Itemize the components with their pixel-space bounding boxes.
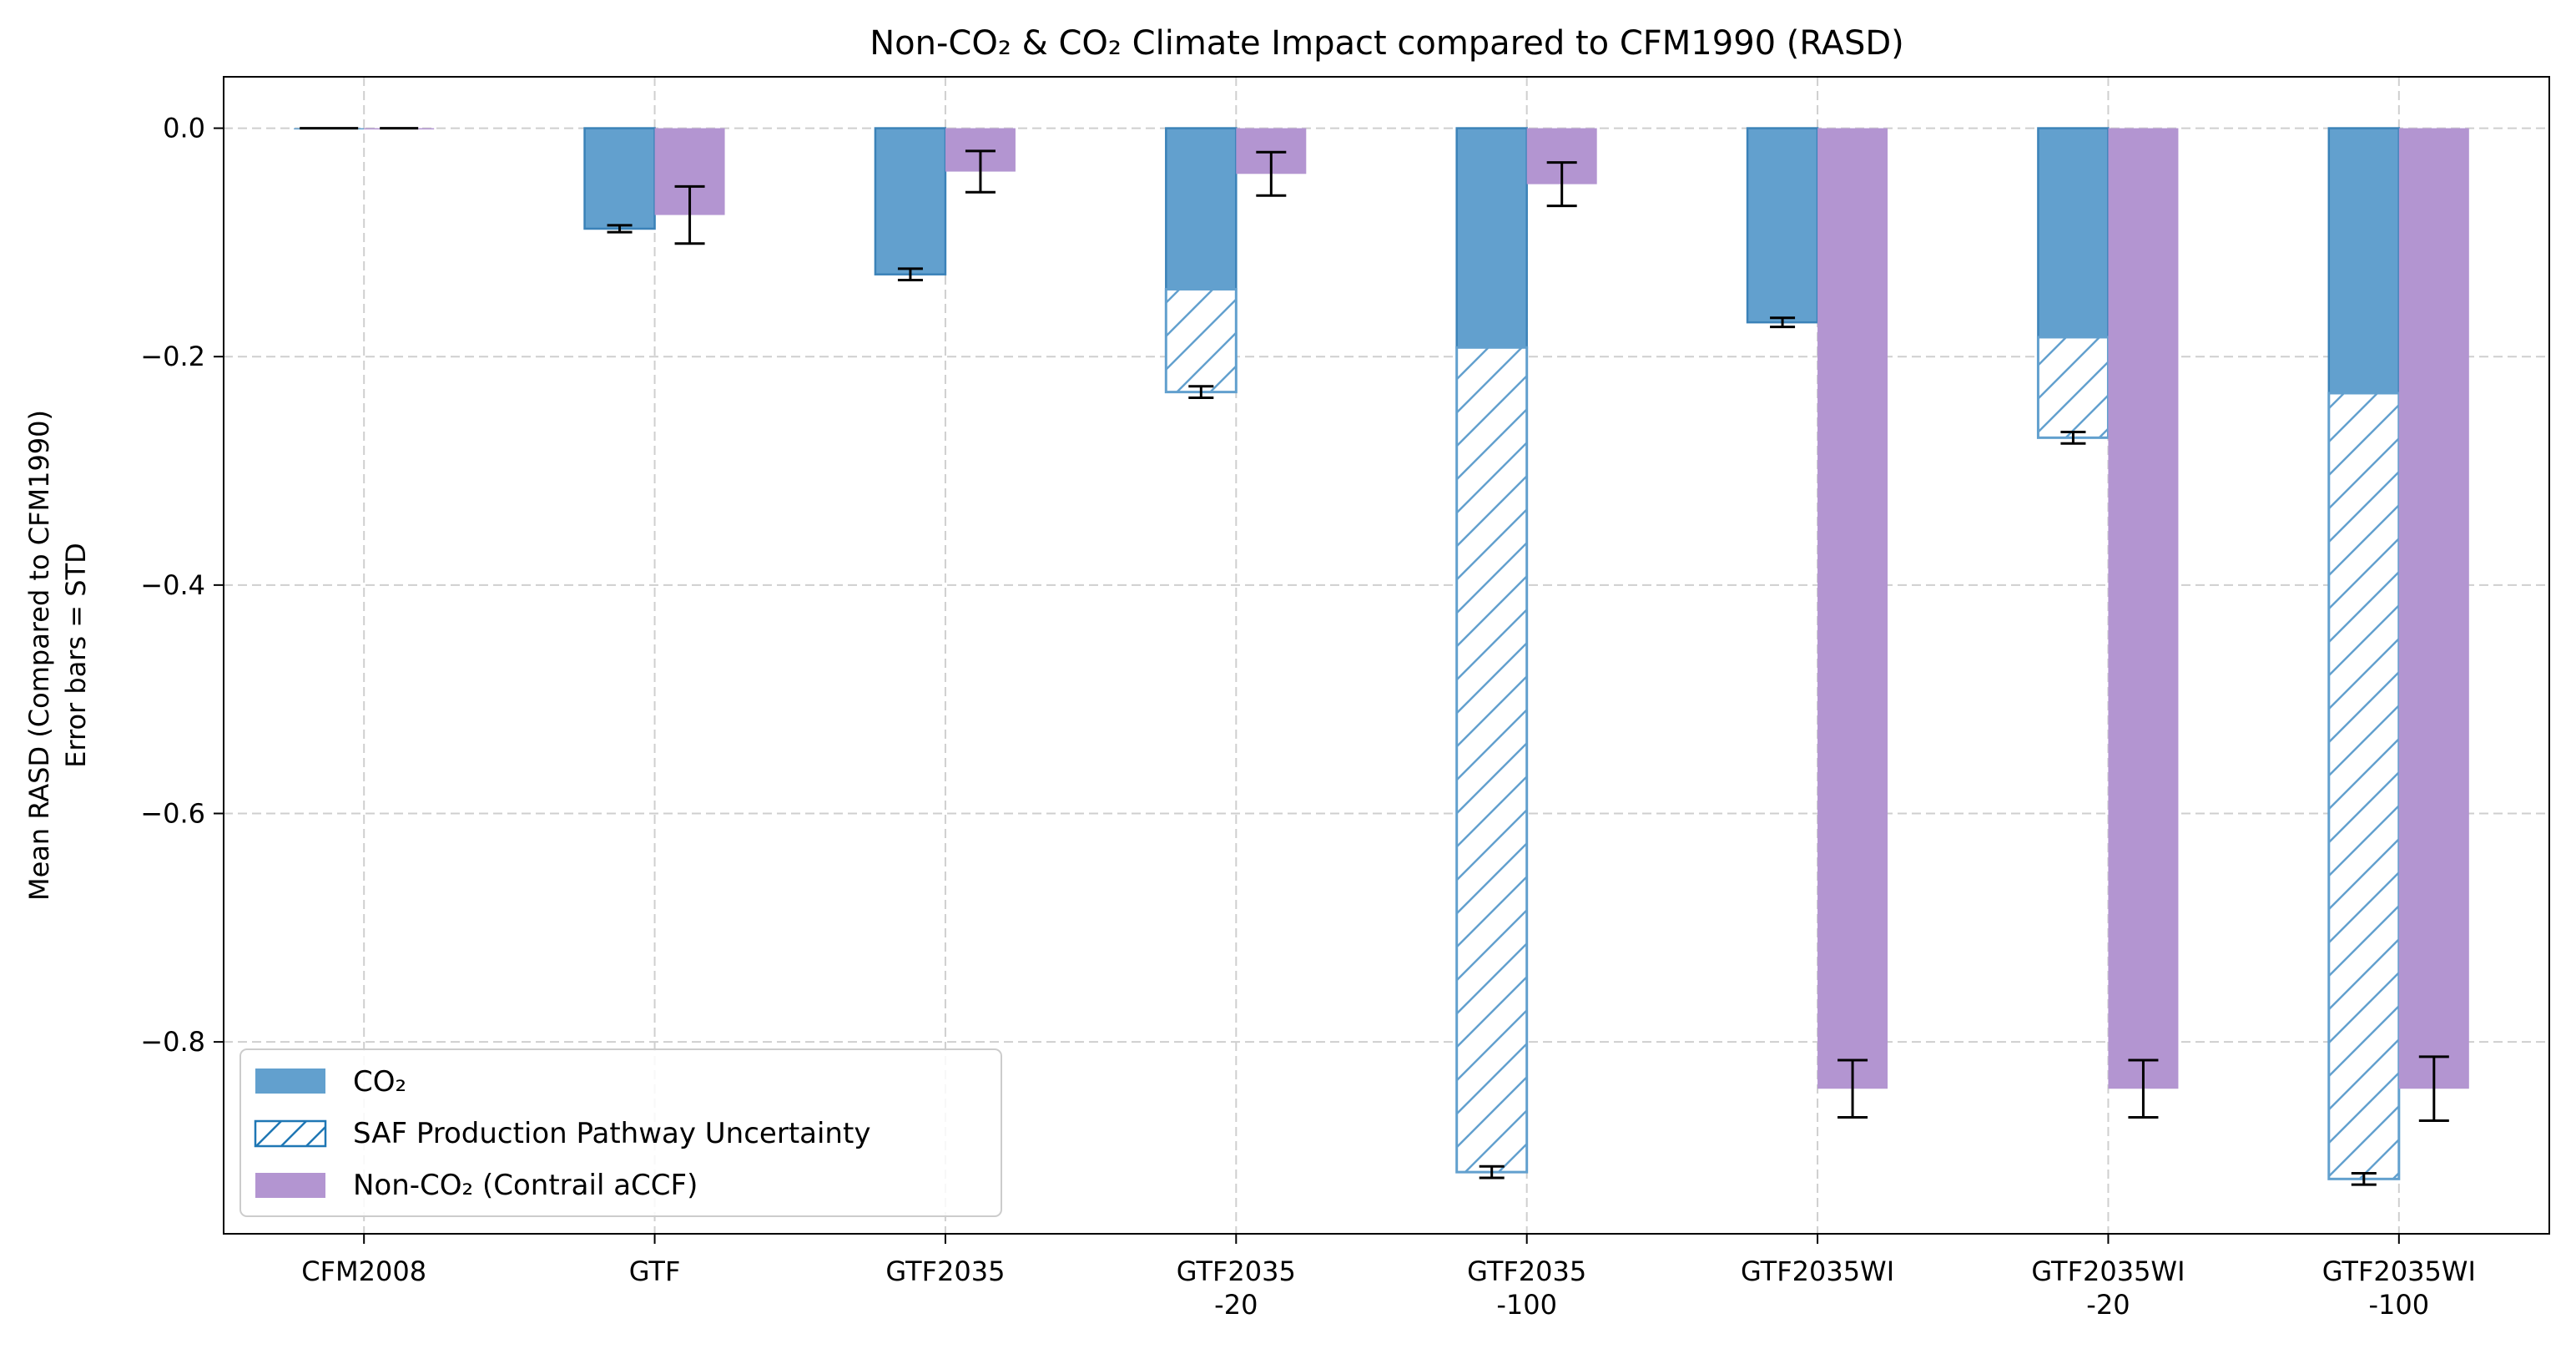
legend-label-nonco2: Non-CO₂ (Contrail aCCF)	[353, 1169, 698, 1202]
x-tick-label: GTF2035WI	[1741, 1255, 1894, 1287]
x-tick-label: -100	[2369, 1289, 2430, 1321]
bar-co2	[2327, 127, 2401, 395]
bar-saf-uncertainty	[2036, 336, 2110, 439]
x-tick-label: GTF2035WI	[2031, 1255, 2185, 1287]
y-axis-title: Mean RASD (Compared to CFM1990) Error ba…	[23, 410, 92, 901]
x-tick-label: GTF2035	[885, 1255, 1005, 1287]
y-axis-title-line-1: Mean RASD (Compared to CFM1990)	[23, 410, 55, 901]
bar-co2	[1165, 127, 1238, 290]
x-tick-label: GTF2035	[1467, 1255, 1586, 1287]
legend-label-saf: SAF Production Pathway Uncertainty	[353, 1117, 870, 1150]
bar-co2	[1746, 127, 1819, 324]
y-tick-label: −0.8	[140, 1026, 205, 1058]
x-tick-label: -100	[1496, 1289, 1557, 1321]
x-axis: CFM2008 GTF GTF2035 GTF2035-20GTF2035-100GT…	[301, 1234, 2476, 1321]
y-tick-label: −0.6	[140, 797, 205, 829]
bar-non-co2	[1817, 128, 1888, 1089]
y-tick-label: −0.2	[140, 341, 205, 372]
bar-saf-uncertainty	[1164, 287, 1238, 394]
bar-co2	[1455, 127, 1528, 349]
legend-swatch-saf	[254, 1119, 327, 1148]
bar-non-co2	[2398, 128, 2469, 1089]
x-tick-label: GTF	[629, 1255, 681, 1287]
y-tick-label: −0.4	[140, 569, 205, 601]
bar-co2	[874, 127, 947, 275]
y-axis: 0.0 −0.2 −0.4 −0.6 −0.8	[140, 113, 224, 1058]
x-tick-label: CFM2008	[301, 1255, 426, 1287]
chart-title: Non-CO₂ & CO₂ Climate Impact compared to…	[870, 24, 1904, 63]
legend-box	[239, 1048, 1002, 1217]
y-axis-title-line-2: Error bars = STD	[60, 543, 92, 768]
bars	[294, 127, 2469, 1180]
y-tick-label: 0.0	[163, 113, 205, 144]
error-bars	[300, 127, 2449, 1186]
x-tick-label: GTF2035WI	[2322, 1255, 2476, 1287]
bar-co2	[583, 127, 656, 230]
bar-saf-uncertainty	[2327, 392, 2401, 1180]
x-tick-label: GTF2035	[1177, 1255, 1296, 1287]
x-tick-label: -20	[1214, 1289, 1258, 1321]
legend: CO₂ SAF Production Pathway Uncertainty N…	[239, 1048, 1002, 1217]
bar-non-co2	[2108, 128, 2179, 1089]
legend-swatch-co2	[255, 1069, 325, 1094]
plot-area-frame	[223, 76, 2550, 1235]
legend-label-co2: CO₂	[353, 1065, 406, 1099]
legend-swatch-nonco2	[255, 1173, 325, 1198]
x-tick-label: -20	[2086, 1289, 2130, 1321]
bar-saf-uncertainty	[1455, 346, 1529, 1174]
bar-co2	[2037, 127, 2110, 339]
